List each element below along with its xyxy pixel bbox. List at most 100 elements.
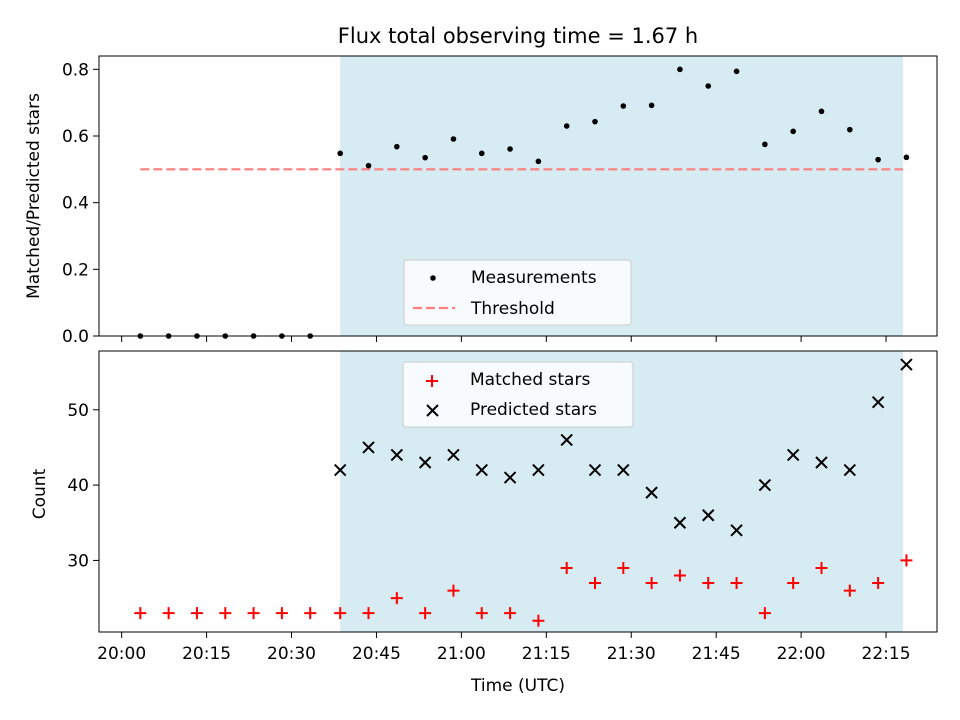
legend-measurements-label: Measurements <box>471 268 597 288</box>
matched-stars-point <box>702 577 715 590</box>
chart-title: Flux total observing time = 1.67 h <box>338 24 698 48</box>
measurement-point <box>677 66 683 73</box>
matched-stars-point <box>532 614 545 627</box>
measurement-point <box>790 128 796 135</box>
measurement-point <box>875 156 881 163</box>
predicted-stars-point <box>815 456 828 469</box>
measurement-point <box>422 154 428 161</box>
matched-stars-point <box>304 607 317 620</box>
predicted-stars-point <box>673 516 687 529</box>
predicted-stars-point <box>871 396 885 409</box>
predicted-stars-point <box>503 471 517 484</box>
predicted-stars-point <box>702 509 715 522</box>
predicted-stars-point <box>390 448 404 462</box>
matched-stars-point <box>758 607 771 620</box>
x-tick-label: 21:00 <box>437 644 486 664</box>
legend-matched-marker <box>426 375 438 387</box>
predicted-stars-point <box>447 448 460 462</box>
measurement-point <box>450 136 457 142</box>
measurement-point <box>648 102 655 109</box>
legend-threshold-label: Threshold <box>470 299 555 319</box>
x-tick-label: 22:15 <box>862 644 911 664</box>
bot-y-tick-label: 40 <box>67 476 89 496</box>
bottom-y-axis-label: Count <box>30 468 50 519</box>
predicted-stars-point <box>334 463 347 477</box>
legend-matched-label: Matched stars <box>470 370 590 390</box>
legend-measurements-marker <box>430 275 436 281</box>
matched-stars-point <box>134 607 147 620</box>
matched-stars-point <box>730 577 743 590</box>
measurement-point <box>337 150 344 157</box>
matched-stars-point <box>673 569 686 582</box>
measurement-point <box>762 141 768 148</box>
predicted-stars-point <box>588 463 602 477</box>
matched-stars-point <box>190 607 203 620</box>
matched-stars-point <box>362 607 375 620</box>
matched-stars-point <box>843 584 856 597</box>
bottom-legend: Matched stars Predicted stars <box>402 361 634 428</box>
legend-predicted-label: Predicted stars <box>470 400 597 420</box>
measurement-point <box>394 143 400 150</box>
x-tick-label: 20:45 <box>352 644 401 664</box>
predicted-stars-point <box>362 441 375 454</box>
top-y-tick-label: 0.8 <box>62 60 89 80</box>
top-axes-frame <box>98 55 938 337</box>
matched-stars-point <box>334 607 347 620</box>
matched-stars-point <box>560 561 573 574</box>
measurement-point <box>705 83 712 89</box>
bottom-axes-frame <box>98 350 938 633</box>
matched-stars-point <box>900 554 913 567</box>
bottom-panel: 20:00 20:15 20:30 20:45 21:00 21:15 21:30 21:45… <box>30 350 938 696</box>
matched-stars-point <box>419 607 432 620</box>
x-axis-label: Time (UTC) <box>470 676 565 696</box>
measurement-point <box>620 103 627 109</box>
bot-y-tick-label: 30 <box>67 551 89 571</box>
matched-stars-point <box>504 607 517 620</box>
top-y-tick-label: 0.2 <box>62 260 89 280</box>
matched-stars-point <box>219 607 232 620</box>
top-panel: 0.00.20.40.60.8 Matched/Predicted stars … <box>24 55 938 347</box>
matched-stars-point <box>275 607 288 620</box>
top-legend-box <box>403 259 632 326</box>
x-tick-label: 20:30 <box>267 644 316 664</box>
x-tick-label: 20:00 <box>97 644 146 664</box>
predicted-stars-point <box>900 358 913 371</box>
predicted-stars-point <box>418 456 432 469</box>
matched-stars-point <box>617 561 630 574</box>
x-tick-label: 21:15 <box>522 644 571 664</box>
top-legend: Measurements Threshold <box>403 259 632 326</box>
legend-predicted-marker <box>426 404 439 417</box>
predicted-stars-point <box>843 463 857 477</box>
measurement-point <box>507 146 513 152</box>
top-y-tick-label: 0.4 <box>62 194 89 214</box>
predicted-stars-point <box>786 448 800 462</box>
x-tick-label: 20:15 <box>182 644 231 664</box>
matched-stars-point <box>390 592 403 605</box>
bottom-legend-box <box>402 361 634 428</box>
matched-stars-point <box>247 607 260 620</box>
measurement-point <box>365 162 372 169</box>
top-y-tick-label: 0.6 <box>62 127 89 147</box>
predicted-stars-point <box>758 478 772 492</box>
predicted-stars-point <box>617 463 630 477</box>
measurement-point <box>818 108 825 115</box>
matched-stars-point <box>447 584 460 597</box>
matched-stars-point <box>815 561 828 574</box>
measurement-point <box>847 126 853 133</box>
top-y-tick-label: 0.0 <box>62 327 89 347</box>
measurement-point <box>903 154 910 161</box>
top-y-axis-label: Matched/Predicted stars <box>24 93 44 299</box>
predicted-stars-point <box>560 433 573 447</box>
measurement-point <box>563 123 570 129</box>
matched-stars-point <box>872 577 885 590</box>
matched-stars-point <box>589 577 602 590</box>
x-tick-label: 22:00 <box>777 644 826 664</box>
predicted-stars-point <box>475 463 488 477</box>
matched-stars-point <box>162 607 175 620</box>
matched-stars-point <box>475 607 488 620</box>
measurement-point <box>733 68 740 75</box>
measurement-point <box>592 118 598 125</box>
x-tick-label: 21:30 <box>607 644 656 664</box>
matched-stars-point <box>645 577 658 590</box>
